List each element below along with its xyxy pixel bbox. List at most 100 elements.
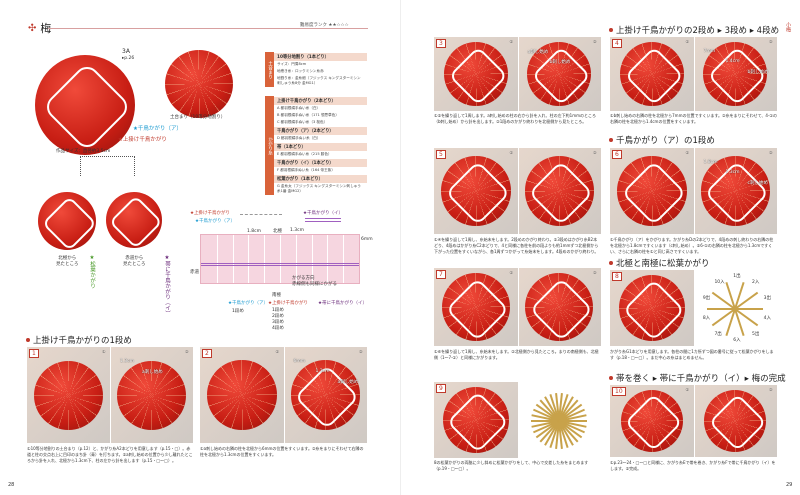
step-number: 1 [29,349,39,358]
step-caption: ①10等分地割りの土台まり（p.12）と、かがり糸A2本どりを用意します（p.1… [27,446,193,463]
diagram-number: 6入 [733,338,741,343]
step-number: 10 [612,387,626,396]
step-photo: 7 ① ② [434,268,601,346]
step-caption: 8の松葉かがりの両脇に少し斜めに松葉かがりをして、中心で交差した糸をまとめます（… [434,460,589,471]
section-heading: 上掛け千鳥かがりの1段め [26,334,132,346]
direction-note: かがる方向 赤線側も同様にかがる [292,276,337,287]
page-number: 28 [8,482,15,488]
sub-step-marker: ① [275,349,280,354]
step-caption: ①②を繰り返して1周します。a刺し始めの柱の右から針を入れ、柱の左下約1mmのと… [434,113,597,124]
base-ball-label: 土台まり（10等分地割り） [170,115,226,120]
sub-step-marker: ① [685,387,690,392]
temari-ball-image [34,360,103,430]
base-item: サイズ：円周8cm [277,62,307,66]
base-item: 地割り糸：金糸細（フジックス キングスターミシン刺しゅう糸8分 金MG1） [277,76,361,85]
measure-label: 7mm [703,49,716,54]
sub-step-marker: ① [685,39,690,44]
step-photo: 6 ① ② 1.8cm 1.3cm c刺し始め [610,148,777,234]
step-caption: ①千鳥かがり（ア）をかがります。かがり糸Dの2本どりで、4段めの刺し終わりの右隣… [610,237,774,254]
diagram-number: 5出 [752,331,760,337]
base-side-label: 土台まり [265,52,274,87]
base-item: 地巻き糸：ロックミシン糸赤 [277,69,324,73]
thread-group-title: 千鳥かがり（イ）（1本どり） [274,159,367,167]
diagram-number: 9出 [702,296,711,302]
thread-item: E 都羽根絹手ぬい糸（215 藤色） [277,152,332,156]
measure-label: c刺し始め [747,181,768,186]
step-number: 5 [436,150,446,159]
zigzag-sample [240,210,282,215]
matsuba-diagram: 1出 2入 3出 4入 5出 6入 7出 8入 9出 10入 [697,273,773,343]
side-tab: 小梅 [785,22,791,32]
temari-ball-image [207,360,277,430]
step-caption: ①④を繰り返して1周し、糸始末をします。2段めのかがり終わり。②3段めはかがり糸… [434,237,599,254]
thread-group-title: 上掛け千鳥かがり（2本どり） [274,97,367,105]
temari-ball-image [703,42,768,106]
measure-label: 6mm [293,359,306,364]
sub-step-marker: ② [359,349,363,354]
temari-ball-image [527,42,592,106]
materials-threads: かがり糸 上掛け千鳥かがり（2本どり） A 都羽根絹手ぬい糸（白） B 都羽根絹手ぬ… [265,96,367,195]
thread-item: F 都羽根絹手ぬい糸（164 帝王紫） [277,168,335,172]
measure-label: 1.4cm [725,59,740,64]
step-photo: 10 ① ② [610,385,777,457]
step-caption: かがり糸G1本どりを用意します。各柱の間に1カ所ずつ図の番号に従って松葉かがりを… [610,349,774,360]
finished-ball-image [35,55,135,155]
page-title: ✣ 梅 [28,20,51,36]
materials-base: 土台まり 10等分地割り（1本どり） サイズ：円周8cm 地巻き糸：ロックミシン… [265,52,367,87]
label-uwagake: ★上掛け千鳥かがり [118,137,167,143]
stitch-ray [707,308,736,310]
temari-ball-image [617,156,687,226]
label-obi: ★帯に千鳥かがり（イ） [164,255,170,316]
sub-step-marker: ② [593,150,597,155]
temari-ball-image [704,390,767,452]
step-number: 7 [436,270,446,279]
temari-ball-image [441,156,511,226]
title-text: 梅 [40,22,52,35]
step-caption: ①a刺し始めの右隣の柱を北極から6mmの位置をすくいます。②糸をまりにそわせて右… [200,446,364,457]
label-chidori-a: ★千鳥かがり（ア） [133,126,182,132]
base-title: 10等分地割り（1本どり） [274,53,367,61]
thread-item: C 都羽根絹手ぬい糸（3 桜色） [277,120,328,124]
diagram-number: 3出 [763,296,772,302]
legend-uwagake: ★上掛け千鳥かがり [190,211,231,216]
view-connector [80,156,135,176]
sub-step-marker: ① [102,349,106,354]
equator-view-image [106,192,162,248]
ref-code: 3A [122,48,130,55]
sub-step-marker: ② [769,387,773,392]
difficulty-rank: 難易度ランク ★★☆☆☆ [300,23,349,28]
diagram-number: 2入 [752,280,760,286]
section-heading: 帯を巻く ▸ 帯に千鳥かがり（イ）▸ 梅の完成 [609,372,786,384]
diagram-number: 8入 [702,315,711,321]
row-u: 1段め [272,308,284,313]
section-heading: 上掛け千鳥かがりの2段め ▸ 3段め ▸ 4段め [609,24,779,36]
temari-ball-image [700,156,770,226]
thread-group-title: 松葉かがり（1本どり） [274,175,367,183]
zigzag-sample [305,218,341,222]
section-heading: 北極と南極に松葉かがり [609,257,710,269]
section-heading: 千鳥かがり（ア）の1段め [609,134,715,146]
temari-ball-image [117,360,186,430]
measure-label: 1.3cm [315,369,330,374]
step-caption: ①⑥を繰り返して1周し、糸始末をします。②北極側から見たところ。まりの南極側も、… [434,349,599,360]
sub-step-marker: ② [185,349,189,354]
right-page: 上掛け千鳥かがりの2段め ▸ 3段め ▸ 4段め 千鳥かがり（ア）の1段め 北極… [400,0,800,495]
left-page: ✣ 梅 難易度ランク ★★☆☆☆ 3A ▸p.26 土台まり（10等分地割り） ★… [0,0,400,495]
stitch-ray [559,420,588,422]
layout-diagram [200,234,360,284]
page-number: 29 [786,482,793,488]
dim-6: 6mm [361,237,373,242]
step-photo: 1出 2入 3出 4入 5出 6入 7出 8入 9出 10入 8 [610,270,777,346]
north-label: 北極 [273,229,282,234]
temari-ball-image [619,42,684,106]
bottom-obi: ★帯に千鳥かがり（イ） [318,301,368,306]
thread-group-title: 千鳥かがり（ア）（2本どり） [274,127,367,135]
temari-ball-image [442,387,509,453]
ref-page: ▸p.26 [122,56,135,61]
temari-ball-image [443,42,508,106]
sub-step-marker: ① [509,39,514,44]
thread-item: A 都羽根絹手ぬい糸（白） [277,106,321,110]
step-number: 2 [202,349,212,358]
thread-item: B 都羽根絹手ぬい糸（171 想思草色） [277,113,339,117]
temari-ball-image [290,360,360,430]
